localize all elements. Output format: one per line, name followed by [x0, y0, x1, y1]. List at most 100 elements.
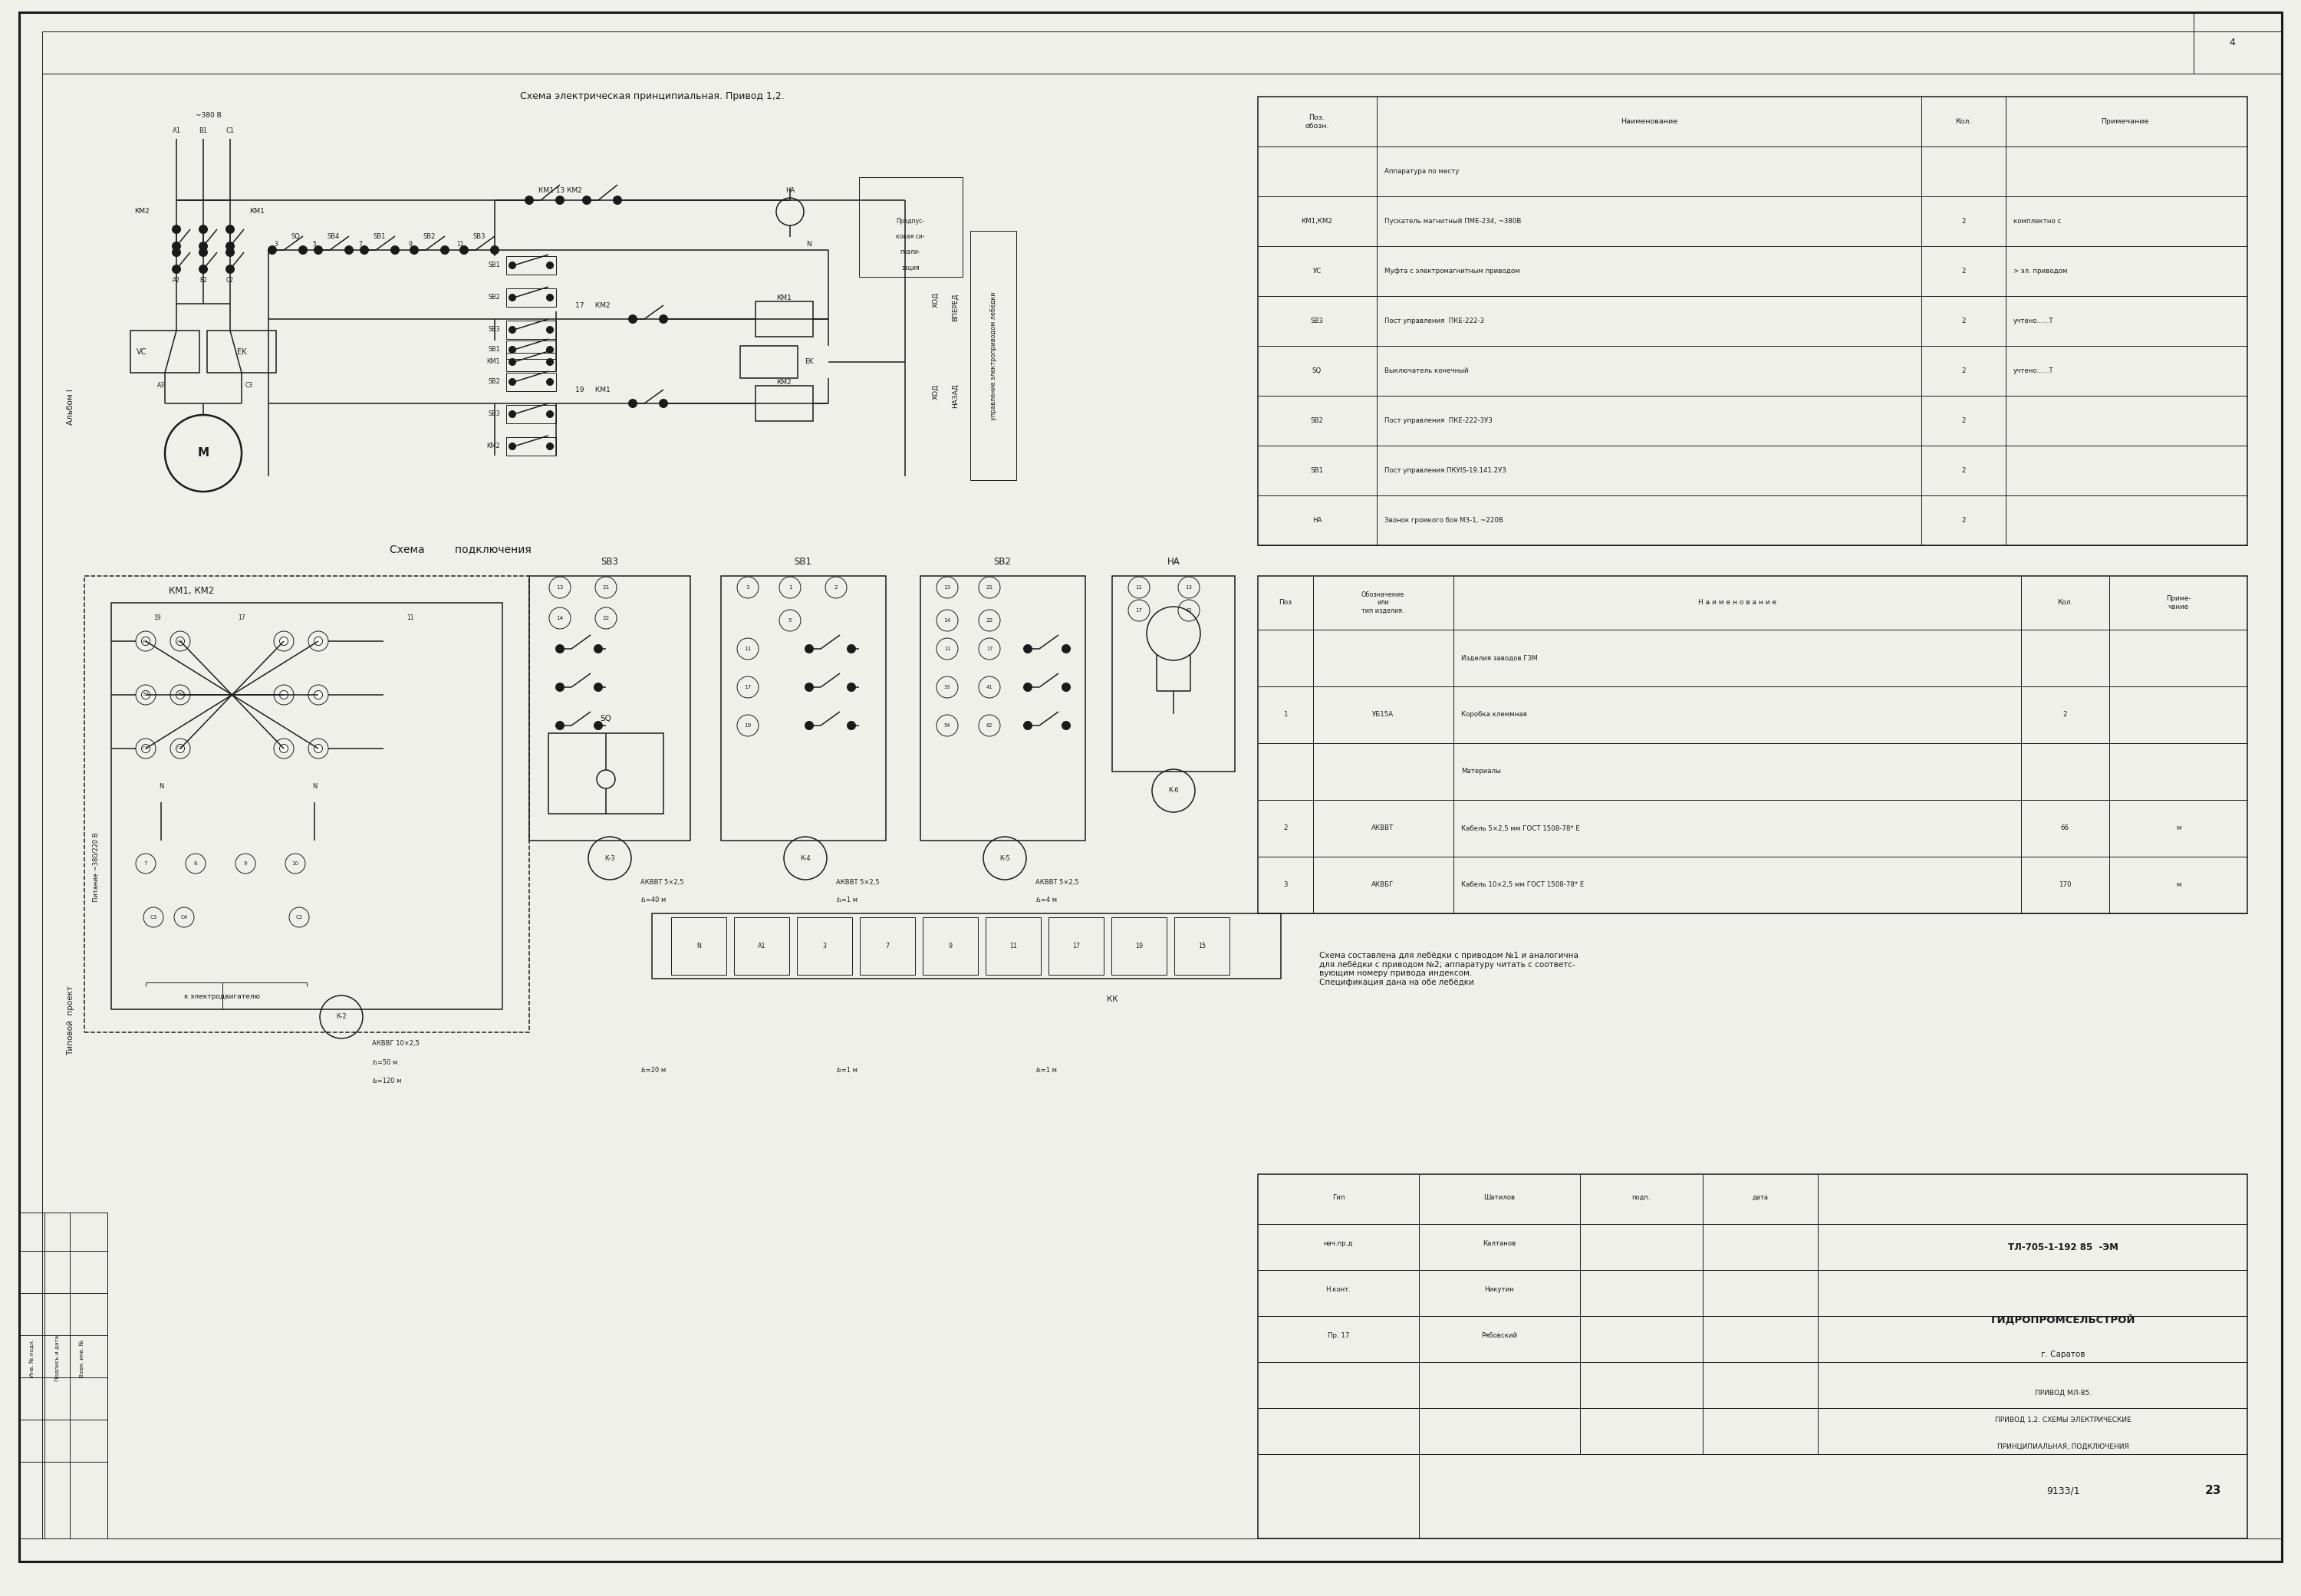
Text: УБ15А: УБ15А — [1371, 712, 1394, 718]
Text: Инв. № подл.: Инв. № подл. — [30, 1339, 35, 1377]
Text: SQ: SQ — [290, 233, 299, 241]
Text: SB2: SB2 — [488, 378, 499, 385]
Text: A1: A1 — [757, 943, 766, 950]
Text: 7: 7 — [359, 241, 361, 247]
Circle shape — [313, 744, 322, 753]
Text: АКВВТ 5×2,5: АКВВТ 5×2,5 — [1035, 879, 1079, 886]
Text: ℓ₁=50 м: ℓ₁=50 м — [373, 1060, 398, 1066]
Circle shape — [313, 246, 322, 254]
Bar — [734, 918, 789, 975]
Text: 5: 5 — [313, 241, 315, 247]
Text: B2: B2 — [177, 693, 184, 697]
Circle shape — [847, 683, 856, 691]
Text: 23: 23 — [2204, 1486, 2220, 1497]
Circle shape — [175, 691, 184, 699]
Text: ℓ₁=1 м: ℓ₁=1 м — [835, 897, 858, 903]
Text: К-5: К-5 — [999, 855, 1010, 862]
Text: SB1: SB1 — [373, 233, 387, 241]
Text: SB3: SB3 — [1309, 318, 1323, 324]
Text: 170: 170 — [2059, 881, 2071, 889]
Circle shape — [410, 246, 419, 254]
Text: В1: В1 — [198, 128, 207, 134]
Circle shape — [805, 645, 815, 653]
Text: К-2: К-2 — [336, 1013, 347, 1020]
Bar — [1174, 918, 1229, 975]
Text: 1: 1 — [789, 586, 792, 591]
Bar — [85, 576, 529, 1033]
Text: Кол.: Кол. — [1956, 118, 1972, 126]
Text: КМ2: КМ2 — [775, 380, 792, 386]
Text: 22: 22 — [985, 618, 994, 622]
Text: B1: B1 — [143, 693, 150, 697]
Text: 2: 2 — [1960, 268, 1965, 275]
Text: Шатилов: Шатилов — [1484, 1194, 1516, 1200]
Text: SB1: SB1 — [488, 346, 499, 353]
Text: А1: А1 — [173, 128, 179, 134]
Text: 9: 9 — [410, 241, 412, 247]
Text: N: N — [808, 241, 812, 247]
Circle shape — [548, 294, 552, 302]
Text: C2: C2 — [295, 915, 304, 919]
Text: нач.пр.д: нач.пр.д — [1323, 1240, 1353, 1246]
Circle shape — [548, 326, 552, 334]
Text: 17: 17 — [237, 614, 246, 621]
Circle shape — [612, 196, 621, 204]
Text: 3: 3 — [824, 943, 826, 950]
Circle shape — [143, 637, 150, 645]
Text: ТЛ-705-1-192 85  -ЭМ: ТЛ-705-1-192 85 -ЭМ — [2009, 1242, 2119, 1251]
Bar — [506, 321, 557, 338]
Text: КК: КК — [1107, 996, 1118, 1004]
Text: Приме-
чание: Приме- чание — [2165, 595, 2191, 610]
Circle shape — [509, 444, 515, 450]
Circle shape — [313, 691, 322, 699]
Circle shape — [628, 399, 637, 407]
Text: 21: 21 — [603, 586, 610, 591]
Circle shape — [359, 246, 368, 254]
Circle shape — [173, 247, 179, 257]
Text: С1: С1 — [225, 128, 235, 134]
Circle shape — [175, 744, 184, 753]
Text: НА: НА — [1312, 517, 1321, 523]
Text: 19: 19 — [154, 614, 161, 621]
Circle shape — [173, 243, 179, 251]
Text: C3: C3 — [150, 915, 156, 919]
Text: SB2: SB2 — [488, 294, 499, 302]
Circle shape — [281, 744, 288, 753]
Text: SB3: SB3 — [601, 557, 619, 567]
Text: Взам. инв. №: Взам. инв. № — [81, 1339, 85, 1377]
Circle shape — [198, 243, 207, 251]
Text: 2: 2 — [1960, 468, 1965, 474]
Text: N: N — [313, 784, 318, 790]
Bar — [506, 373, 557, 391]
Bar — [548, 733, 663, 814]
Circle shape — [557, 683, 564, 691]
Text: 2: 2 — [1960, 517, 1965, 523]
Text: КМ1: КМ1 — [249, 207, 265, 215]
Text: НА: НА — [785, 187, 794, 195]
Text: ХОД: ХОД — [932, 292, 939, 308]
Text: Схема электрическая принципиальная. Привод 1,2.: Схема электрическая принципиальная. Прив… — [520, 91, 785, 102]
Text: 19     КМ1: 19 КМ1 — [575, 386, 610, 394]
Text: учтено......Т: учтено......Т — [2013, 367, 2055, 375]
Text: С2: С2 — [225, 278, 235, 284]
Circle shape — [582, 196, 591, 204]
Text: 19: 19 — [1134, 943, 1144, 950]
Text: Муфта с электромагнитным приводом: Муфта с электромагнитным приводом — [1385, 268, 1521, 275]
Bar — [651, 913, 1282, 978]
Circle shape — [281, 691, 288, 699]
Text: 15: 15 — [1199, 943, 1206, 950]
Circle shape — [509, 262, 515, 268]
Circle shape — [805, 721, 815, 729]
Text: Поз: Поз — [1279, 600, 1293, 606]
Text: Н а и м е н о в а н и е: Н а и м е н о в а н и е — [1698, 600, 1776, 606]
Text: 9: 9 — [244, 862, 246, 867]
Text: комплектно с: комплектно с — [2013, 217, 2062, 225]
Text: 10: 10 — [292, 862, 299, 867]
Text: 2: 2 — [835, 586, 838, 591]
Text: EK: EK — [237, 348, 246, 356]
Text: A2: A2 — [177, 640, 184, 643]
Text: Кол.: Кол. — [2057, 600, 2073, 606]
Text: подп.: подп. — [1631, 1194, 1650, 1200]
Text: гнали-: гнали- — [900, 249, 920, 255]
Text: 3: 3 — [274, 241, 278, 247]
